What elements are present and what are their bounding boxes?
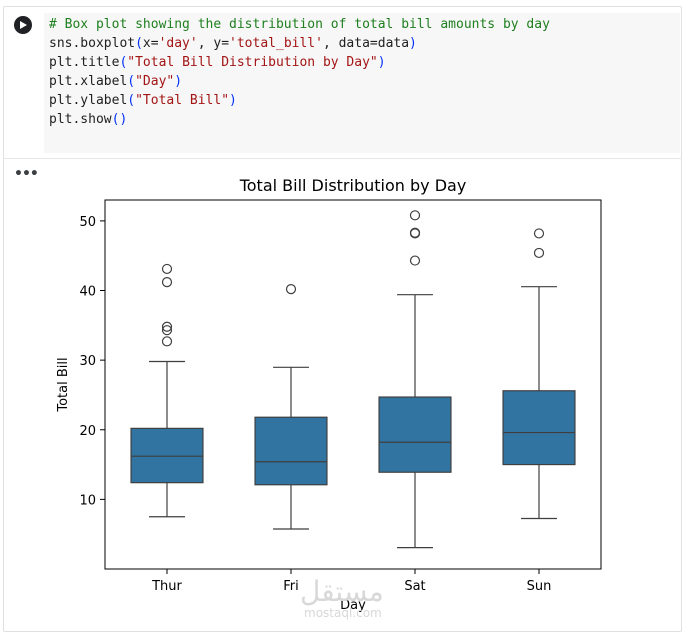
box-thur	[130, 427, 204, 484]
outlier-point	[533, 247, 545, 259]
code-line: plt.xlabel("Day")	[49, 72, 680, 91]
code-line: plt.ylabel("Total Bill")	[49, 91, 680, 110]
code-token: )	[377, 55, 386, 70]
x-axis-label: Day	[340, 598, 366, 613]
outlier-point	[161, 263, 173, 275]
outlier-point	[409, 210, 421, 221]
code-token: )	[174, 74, 183, 89]
box-fri	[254, 416, 328, 486]
box-sun	[502, 390, 576, 466]
watermark-arabic: مستقل	[300, 575, 384, 608]
outlier-point	[409, 255, 421, 266]
ellipsis-icon: •••	[14, 166, 39, 182]
code-token: (	[127, 74, 136, 89]
y-tick-label: 40	[79, 285, 96, 300]
cell-output: Total Bill Distribution by Day 10 20 30 40 50…	[40, 165, 640, 630]
play-icon	[20, 21, 27, 29]
code-token: plt.show	[49, 112, 112, 127]
code-token: ()	[111, 112, 128, 127]
code-token: 'day'	[158, 36, 198, 51]
code-token: (	[127, 93, 136, 108]
x-tick-label: Fri	[283, 579, 299, 594]
code-token: "Day"	[135, 74, 175, 89]
code-line: plt.title("Total Bill Distribution by Da…	[49, 53, 680, 72]
code-editor[interactable]: # Box plot showing the distribution of t…	[44, 13, 680, 153]
code-line: plt.show()	[49, 110, 680, 129]
outlier-point	[161, 321, 173, 332]
code-token: )	[229, 93, 237, 108]
y-tick-label: 20	[79, 424, 96, 439]
outlier-point	[161, 325, 173, 336]
output-menu-button[interactable]: •••	[14, 166, 39, 182]
code-token: )	[409, 36, 417, 51]
x-tick-label: Sun	[527, 579, 552, 594]
outlier-point	[285, 284, 297, 295]
watermark-latin: mostaql.com	[304, 606, 382, 620]
code-line: sns.boxplot(x='day', y='total_bill', dat…	[49, 34, 680, 53]
box-sat	[378, 396, 452, 473]
code-token: (	[135, 36, 143, 51]
y-tick-label: 10	[79, 493, 96, 508]
code-token: plt.ylabel	[49, 93, 128, 108]
outlier-point	[533, 228, 545, 239]
outlier-point	[409, 227, 421, 238]
box-plot-chart: Total Bill Distribution by Day 10 20 30 40 50…	[56, 176, 602, 613]
code-token: "Total Bill"	[135, 93, 230, 108]
x-tick-label: Sat	[404, 579, 425, 594]
chart-title: Total Bill Distribution by Day	[239, 176, 467, 195]
code-token: plt.xlabel	[49, 74, 128, 89]
plot-frame	[104, 199, 602, 570]
y-tick-label: 30	[79, 354, 96, 369]
cell-divider	[3, 158, 682, 159]
code-token: , data=data	[322, 36, 410, 51]
code-text: # Box plot showing the distribution of t…	[44, 13, 680, 129]
code-token: plt.title	[49, 55, 120, 70]
code-token: sns.boxplot	[49, 36, 136, 51]
run-cell-button[interactable]	[14, 16, 32, 34]
code-line: # Box plot showing the distribution of t…	[49, 15, 680, 34]
code-token: "Total Bill Distribution by Day"	[127, 55, 378, 70]
x-tick-label: Thur	[151, 579, 182, 594]
y-axis-label: Total Bill	[56, 357, 71, 412]
code-token: 'total_bill'	[229, 36, 323, 51]
code-token: # Box plot showing the distribution of t…	[49, 17, 550, 32]
code-token: (	[119, 55, 128, 70]
code-token: x=	[142, 36, 159, 51]
outlier-point	[161, 277, 173, 288]
outlier-point	[161, 336, 173, 347]
y-tick-label: 50	[79, 215, 96, 230]
code-token: , y=	[197, 36, 230, 51]
